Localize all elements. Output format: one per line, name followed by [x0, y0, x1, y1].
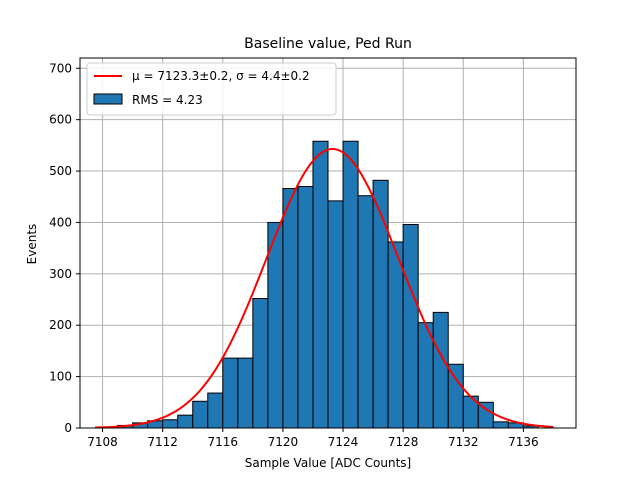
y-tick-label: 700	[49, 61, 72, 75]
legend-rms-label: RMS = 4.23	[132, 93, 203, 107]
y-tick-label: 600	[49, 113, 72, 127]
gaussian-fit-curve	[95, 147, 554, 429]
histogram-bar	[267, 221, 284, 429]
y-tick-label: 300	[49, 267, 72, 281]
x-axis: 7108 7112 7116 7120 7124 7128 7132 7136	[87, 428, 539, 449]
histogram-bar	[162, 419, 179, 429]
x-axis-label: Sample Value [ADC Counts]	[245, 456, 411, 470]
chart-title: Baseline value, Ped Run	[244, 36, 412, 52]
histogram-bar	[327, 200, 344, 429]
legend: μ = 7123.3±0.2, σ = 4.4±0.2 RMS = 4.23	[86, 62, 337, 116]
histogram-bar	[387, 241, 404, 429]
histogram-bar	[282, 188, 299, 429]
plot-frame	[79, 57, 577, 429]
y-axis-label: Events	[25, 224, 39, 265]
y-tick-label: 0	[64, 421, 72, 435]
histogram-bar	[192, 400, 209, 429]
histogram-bar	[252, 298, 269, 429]
x-tick-label: 7128	[388, 435, 419, 449]
x-tick-label: 7108	[87, 435, 118, 449]
y-tick-label: 400	[49, 215, 72, 229]
histogram-bar	[297, 185, 314, 429]
x-tick-label: 7120	[268, 435, 299, 449]
x-tick-label: 7132	[448, 435, 479, 449]
histogram-bar	[492, 421, 509, 429]
x-tick-label: 7116	[208, 435, 239, 449]
x-tick-label: 7112	[147, 435, 178, 449]
histogram-bar	[417, 322, 434, 429]
histogram-bar	[312, 140, 329, 429]
histogram-bar	[402, 224, 419, 429]
histogram-bar	[177, 414, 194, 429]
histogram-bar	[222, 357, 239, 429]
histogram-bar	[357, 195, 374, 429]
histogram-bar	[207, 392, 224, 429]
histogram-bar	[342, 140, 359, 429]
y-axis: 0 100 200 300 400 500 600 700	[49, 61, 80, 435]
legend-rms-swatch	[93, 93, 123, 105]
x-tick-label: 7136	[508, 435, 539, 449]
histogram-bars	[102, 140, 539, 429]
legend-fit-label: μ = 7123.3±0.2, σ = 4.4±0.2	[132, 69, 310, 83]
histogram-bar	[237, 357, 254, 429]
x-tick-label: 7124	[328, 435, 359, 449]
legend-box	[86, 62, 337, 116]
histogram-bar	[372, 179, 389, 429]
y-tick-label: 100	[49, 370, 72, 384]
y-tick-label: 500	[49, 164, 72, 178]
y-tick-label: 200	[49, 318, 72, 332]
histogram-bar	[447, 363, 464, 429]
histogram-bar	[432, 311, 449, 429]
